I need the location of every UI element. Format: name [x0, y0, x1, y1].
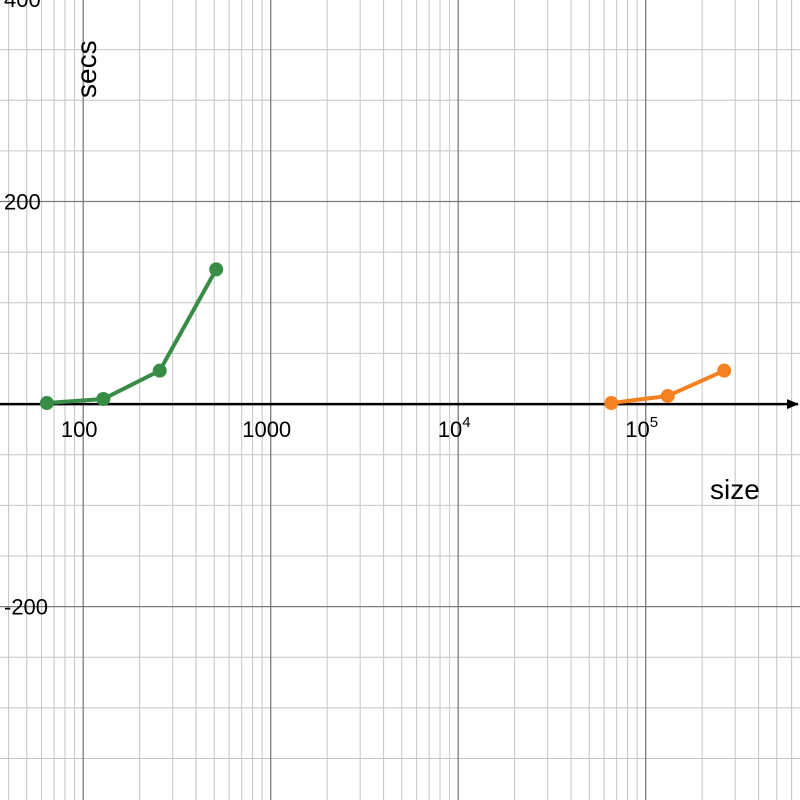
y-tick-label: 400	[4, 0, 41, 12]
y-tick-label: -200	[4, 595, 48, 620]
tick-labels: 100 1000 104 105 400 200 -200	[4, 0, 658, 620]
series-1-point	[96, 392, 111, 406]
x-tick-label: 1000	[242, 417, 291, 442]
series-layer	[39, 262, 732, 411]
x-tick-label: 105	[625, 414, 658, 442]
y-axis-title: secs	[71, 40, 102, 98]
x-tick-label: 100	[61, 417, 98, 442]
y-tick-label: 200	[4, 190, 41, 215]
series-line-1	[44, 267, 219, 406]
x-tick-label: 104	[438, 414, 471, 442]
series-1-point	[152, 363, 167, 378]
x-axis-title: size	[710, 474, 760, 505]
series-2-point	[660, 388, 675, 403]
series-2-point	[717, 363, 732, 378]
series-2-point	[604, 396, 619, 411]
series-1-point	[39, 396, 54, 411]
series-1-point	[209, 262, 224, 277]
